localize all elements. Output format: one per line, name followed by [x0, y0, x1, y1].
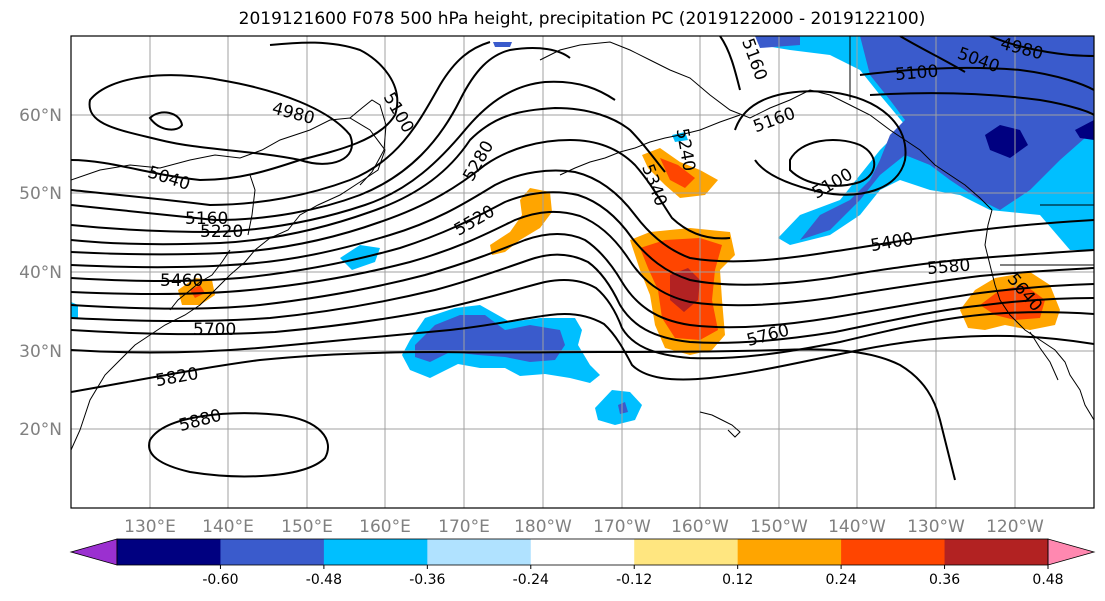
contour-5700: [71, 279, 1094, 360]
colorbar-segment: [634, 539, 739, 565]
contour-5580: [71, 233, 1094, 329]
pos-region-gulf-strong: [660, 158, 695, 188]
colorbar-segment: [737, 539, 842, 565]
colorbar-extend-min: [69, 538, 118, 566]
colorbar-tick-label: -0.24: [513, 572, 549, 588]
lat-label: 20°N: [19, 420, 62, 440]
colorbar-segment: [427, 539, 532, 565]
lon-label: 120°W: [986, 517, 1044, 537]
lat-label: 30°N: [19, 342, 62, 362]
contour-label: 5220: [200, 222, 243, 242]
contour-5160-east: [719, 36, 741, 91]
contour-5040-west-inner: [148, 111, 184, 131]
contour-5520: [71, 210, 1094, 307]
contour-5400: [71, 169, 1094, 269]
plot-frame: [70, 35, 1095, 509]
lon-label: 160°E: [359, 517, 411, 537]
contour-5220: [71, 80, 616, 234]
colorbar-segment: [220, 539, 325, 565]
colorbar-tick-label: -0.12: [616, 572, 652, 588]
colorbar-tick-label: -0.36: [409, 572, 445, 588]
neg-region-alaska-core: [985, 125, 1028, 158]
contour-label: 5160: [185, 209, 228, 229]
borders-canada: [849, 36, 1094, 266]
pos-region-arc: [490, 188, 552, 255]
lon-label: 130°W: [907, 517, 965, 537]
colorbar-tick-label: 0.12: [722, 572, 753, 588]
contour-4980-west: [88, 74, 353, 165]
neg-region-top-mid: [493, 42, 512, 47]
lon-label: 140°W: [828, 517, 886, 537]
lon-label: 150°W: [750, 517, 808, 537]
lon-label: 140°E: [202, 517, 254, 537]
height-contours: [71, 36, 1094, 481]
colorbar-segment: [530, 539, 635, 565]
precip-shading: [71, 36, 1094, 425]
contour-5760: [71, 313, 1094, 381]
asia-coast: [71, 117, 386, 451]
contour-5100-east: [734, 90, 907, 196]
pos-region-japan-core: [190, 285, 205, 298]
contour-label: 5100: [894, 61, 939, 85]
contour-4980-east: [989, 36, 1094, 57]
contour-5820: [71, 348, 956, 481]
contour-5880: [148, 412, 329, 478]
contour-5160-west: [71, 47, 571, 222]
contour-5400-east: [899, 36, 966, 73]
lon-label: 180°W: [514, 517, 572, 537]
colorbar-segment: [117, 539, 221, 565]
neg-region-hawaii-west-core: [618, 402, 628, 414]
gridlines: [71, 36, 1094, 508]
neg-region-hawaii-west: [595, 390, 642, 425]
neg-region-alaska-core2: [1075, 120, 1094, 140]
lon-label: 150°E: [281, 517, 333, 537]
contour-5040-east-inner: [789, 139, 876, 187]
lat-labels: 60°N 50°N 40°N 30°N 20°N: [19, 106, 62, 440]
colorbar-outline: [116, 538, 1049, 566]
colorbar-tick-label: 0.36: [929, 572, 960, 588]
contour-5460: [71, 191, 1094, 286]
neg-region-subtropical-strong: [415, 315, 565, 362]
contour-5640: [71, 253, 1094, 344]
contour-5340: [71, 138, 731, 256]
colorbar-tick-label: -0.60: [202, 572, 238, 588]
colorbar-segment: [323, 539, 428, 565]
colorbar-tick-label: 0.24: [826, 572, 857, 588]
colorbar-tick-label: -0.48: [306, 572, 342, 588]
lon-labels: 130°E 140°E 150°E 160°E 170°E 180°W 170°…: [124, 517, 1044, 537]
contour-5100: [71, 41, 491, 207]
neg-region-alaska-strong: [800, 36, 1094, 240]
colorbar: -0.60 -0.48 -0.36 -0.24 -0.12 0.12 0.24 0.36 0.4…: [69, 538, 1096, 588]
contour-5280: [71, 106, 666, 246]
contour-label: 5580: [926, 255, 971, 279]
lat-label: 60°N: [19, 106, 62, 126]
lat-label: 40°N: [19, 263, 62, 283]
contour-5040-west: [71, 41, 399, 182]
hawaii: [699, 411, 741, 438]
contour-label: 5460: [160, 271, 203, 291]
lon-label: 160°W: [671, 517, 729, 537]
colorbar-extend-max: [1047, 538, 1096, 566]
lon-label: 170°E: [438, 517, 490, 537]
japan: [169, 249, 231, 311]
colorbar-segments: [117, 539, 1049, 565]
contour-5100-ne: [869, 92, 1094, 116]
colorbar-segment: [944, 539, 1049, 565]
lon-label: 170°W: [593, 517, 651, 537]
colorbar-tick-label: 0.48: [1032, 572, 1063, 588]
contour-5040-east: [859, 66, 1094, 91]
na-west-coast: [984, 209, 1094, 421]
baja: [1029, 331, 1059, 381]
map-title: 2019121600 F078 500 hPa height, precipit…: [238, 9, 926, 29]
pos-region-central-core: [670, 268, 700, 312]
coastlines: [71, 36, 1094, 451]
contour-label: 5700: [193, 320, 236, 340]
colorbar-segment: [841, 539, 946, 565]
alaska-coast: [539, 41, 993, 211]
colorbar-ticks: -0.60 -0.48 -0.36 -0.24 -0.12 0.12 0.24 0.36 0.4…: [202, 565, 1064, 588]
lat-label: 50°N: [19, 184, 62, 204]
lon-label: 130°E: [124, 517, 176, 537]
neg-region-top-left: [755, 36, 800, 48]
